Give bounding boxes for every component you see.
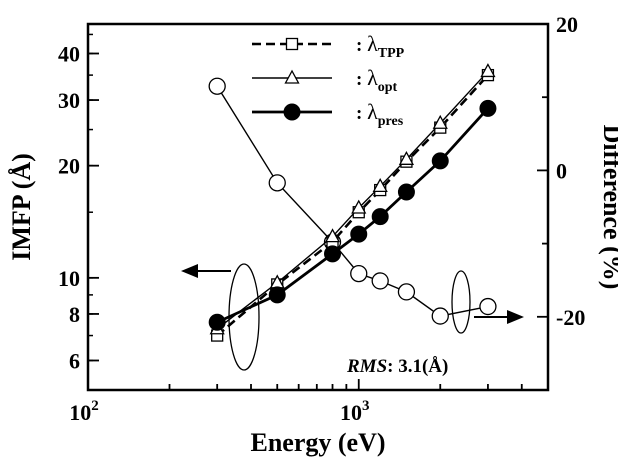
y-axis-ticks: 6 8 10 20 30 40 — [58, 33, 99, 391]
series-line — [216, 70, 489, 330]
legend-label: : λopt — [356, 65, 398, 95]
x-axis-ticks: 102 103 — [69, 379, 549, 425]
data-point — [268, 286, 286, 304]
data-point — [479, 99, 497, 117]
rms-label: RMS — [346, 356, 387, 377]
legend-marker — [284, 69, 300, 84]
x-tick-label: 102 — [69, 398, 99, 425]
y-tick-label: 40 — [58, 42, 80, 67]
data-point — [371, 272, 389, 290]
legend-item: : λopt — [252, 65, 398, 95]
x-tick-label: 103 — [340, 398, 370, 425]
y2-tick-label: 0 — [556, 158, 567, 183]
right-arrow-icon — [474, 310, 524, 324]
data-point — [208, 77, 226, 95]
legend-item: : λTPP — [252, 31, 405, 61]
data-point — [371, 208, 389, 226]
data-point — [480, 63, 496, 78]
series-layer — [208, 63, 497, 342]
legend-subscript: pres — [378, 114, 404, 129]
series-2 — [209, 63, 496, 335]
x-tick-exponent: 2 — [91, 398, 99, 414]
data-point — [479, 297, 497, 316]
x-axis-title: Energy (eV) — [250, 428, 385, 457]
y-tick-label: 8 — [69, 302, 80, 327]
legend-marker — [285, 37, 299, 51]
x-tick-exponent: 3 — [362, 398, 370, 414]
y-tick-label: 20 — [58, 154, 80, 179]
legend: : λTPP: λopt: λpres — [252, 31, 405, 129]
left-series-ellipse — [228, 263, 260, 371]
x-tick-base: 10 — [340, 400, 362, 425]
left-arrow-icon — [181, 264, 231, 278]
legend-prefix: : — [356, 35, 367, 56]
y-axis-title: IMFP (Å) — [7, 153, 36, 261]
x-tick-base: 10 — [69, 400, 91, 425]
legend-prefix: : — [356, 69, 367, 90]
data-point — [431, 152, 449, 170]
data-point — [350, 264, 368, 283]
legend-prefix: : — [356, 103, 367, 124]
legend-symbol: λ — [367, 31, 378, 56]
y-tick-label: 30 — [58, 88, 80, 113]
legend-symbol: λ — [367, 65, 378, 90]
legend-marker — [283, 103, 301, 121]
data-point — [398, 150, 415, 165]
data-point — [397, 283, 416, 301]
legend-subscript: opt — [378, 80, 398, 95]
data-point — [350, 225, 368, 243]
data-point — [432, 114, 448, 129]
legend-subscript: TPP — [378, 46, 405, 61]
data-point — [351, 199, 367, 214]
legend-label: : λTPP — [356, 31, 405, 61]
data-point — [431, 307, 449, 325]
data-point — [268, 174, 286, 192]
rms-value: : 3.1(Å) — [387, 356, 448, 377]
legend-item: : λpres — [252, 99, 404, 129]
y2-tick-label: -20 — [556, 305, 585, 330]
y-tick-label: 10 — [58, 266, 80, 291]
series-3 — [208, 99, 497, 331]
data-point — [372, 177, 388, 193]
legend-symbol: λ — [367, 99, 378, 124]
data-point — [324, 228, 341, 243]
legend-label: : λpres — [356, 99, 404, 129]
plot-frame — [86, 22, 550, 392]
data-point — [397, 183, 415, 201]
y-tick-label: 6 — [69, 348, 80, 373]
data-point — [208, 313, 226, 331]
y2-axis-ticks: -20 0 20 — [537, 12, 585, 391]
rms-annotation: RMS: 3.1(Å) — [346, 356, 448, 377]
y2-tick-label: 20 — [556, 12, 578, 37]
data-point — [324, 245, 342, 263]
right-series-ellipse — [451, 270, 471, 334]
y2-axis-title: Difference (%) — [598, 125, 618, 290]
